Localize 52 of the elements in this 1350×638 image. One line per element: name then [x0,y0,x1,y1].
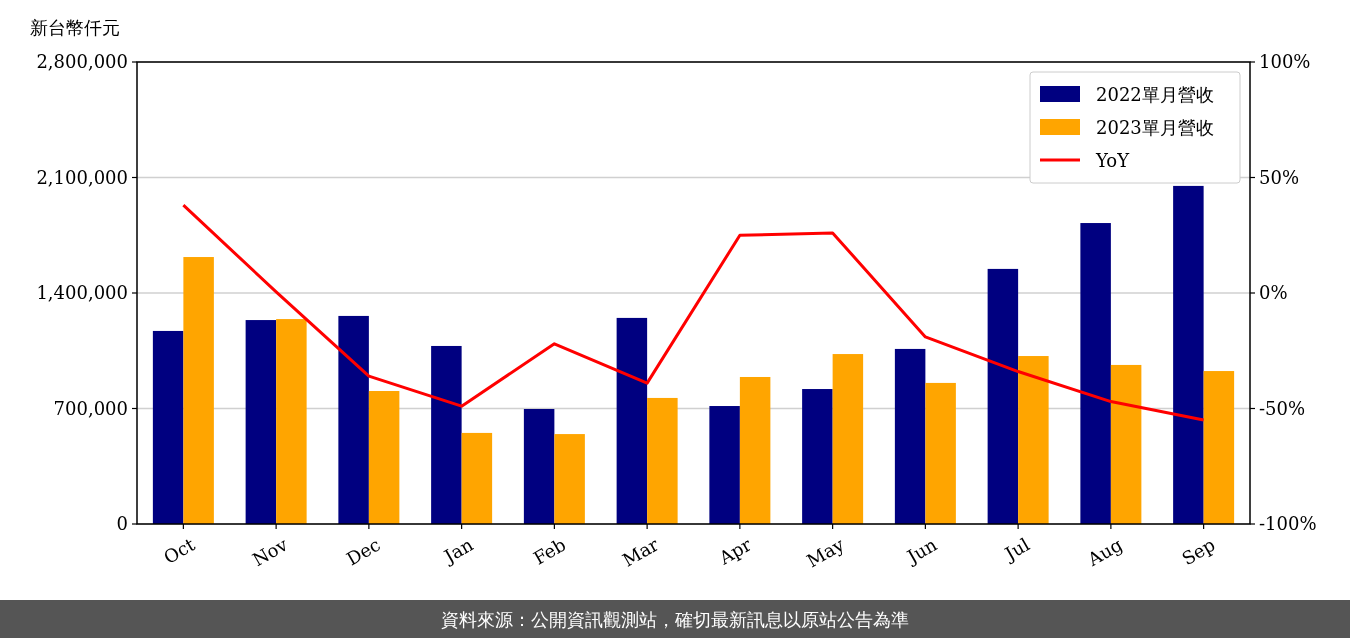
y2-tick-label: 100% [1259,51,1311,72]
legend-label: 2023單月營收 [1096,117,1214,138]
y-tick-label: 700,000 [53,397,128,419]
bar [894,348,926,524]
bar [616,317,648,524]
bar [554,434,585,524]
x-tick-label: Sep [1178,533,1219,570]
bar [709,406,740,524]
y-tick-label: 1,400,000 [36,282,128,303]
bar [647,397,678,524]
bar [338,315,369,524]
y-tick-label: 0 [116,513,128,534]
y2-tick-label: -50% [1259,397,1306,419]
bar [802,389,833,524]
bar [1018,356,1049,524]
bar [276,319,307,524]
y2-tick-label: 0% [1259,282,1288,303]
y-tick-label: 2,100,000 [36,166,128,188]
x-tick-label: Feb [529,533,570,569]
bar [431,345,462,524]
x-tick-label: Nov [248,533,292,571]
x-tick-label: Dec [342,533,384,570]
bar [832,354,864,524]
x-tick-label: May [802,533,849,572]
bar [152,330,184,524]
bar [1080,223,1111,524]
bar [987,268,1019,524]
bar [245,320,277,524]
y-tick-label: 2,800,000 [36,51,128,72]
bar [1110,364,1142,524]
x-tick-label: Jun [901,533,941,569]
x-tick-label: Jul [999,533,1034,566]
bar [1203,371,1235,524]
legend-label: 2022單月營收 [1096,84,1214,105]
bar [368,391,400,524]
x-tick-label: Apr [714,533,756,569]
y-axis-title: 新台幣仟元 [30,17,120,38]
x-tick-label: Mar [618,533,663,571]
y2-tick-label: -100% [1259,513,1317,534]
bar [461,432,493,524]
x-tick-label: Jan [438,533,477,568]
bar [183,257,214,524]
bar [925,382,956,524]
x-tick-label: Oct [160,533,199,568]
line-series [181,203,1206,422]
legend-label: YoY [1095,150,1131,171]
bar [1173,185,1204,524]
bar [739,376,771,524]
x-tick-label: Aug [1083,533,1126,571]
y2-tick-label: 50% [1259,166,1300,188]
source-note: 資料來源：公開資訊觀測站，確切最新訊息以原站公告為準 [441,609,909,630]
bar [523,409,555,524]
